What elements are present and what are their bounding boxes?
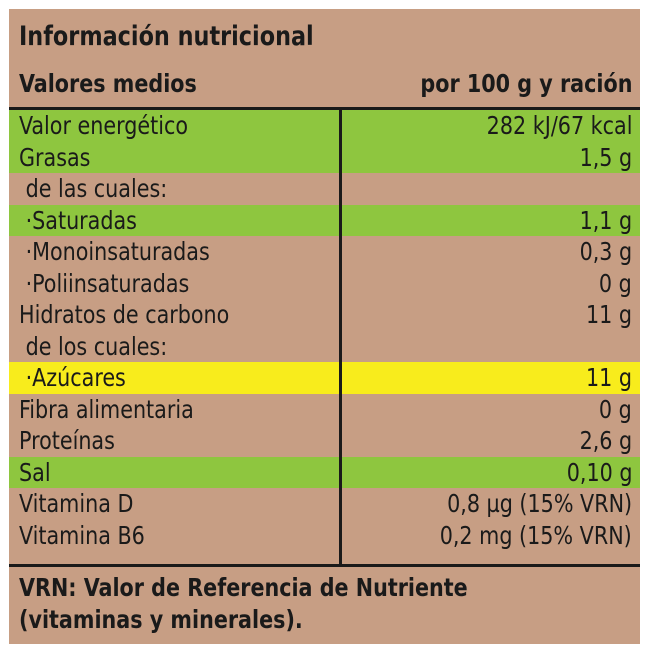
- nutrient-name: Fibra alimentaria: [19, 394, 194, 424]
- nutrient-name: ·Poliinsaturadas: [19, 268, 190, 298]
- nutrient-value: 0,10 g: [566, 457, 632, 487]
- nutrition-label: Información nutricional Valores medios p…: [9, 9, 640, 644]
- nutrient-name: ·Saturadas: [19, 205, 137, 235]
- nutrient-name: Vitamina D: [19, 489, 134, 518]
- nutrient-value: 0 g: [599, 268, 632, 298]
- nutrient-name: de los cuales:: [19, 331, 168, 361]
- nutrient-value: 2,6 g: [579, 426, 632, 455]
- column-header: Valores medios por 100 g y ración: [9, 61, 640, 107]
- nutrient-row: ·Saturadas 1,1 g: [9, 204, 640, 236]
- nutrient-row: Sal 0,10 g: [9, 456, 640, 488]
- nutrient-name: ·Monoinsaturadas: [19, 237, 210, 266]
- nutrient-name: ·Azúcares: [19, 363, 126, 392]
- nutrient-row: Vitamina B6 0,2 mg (15% VRN): [9, 520, 640, 552]
- nutrient-row: Grasas 1,5 g: [9, 141, 640, 173]
- header-divider: [9, 107, 640, 110]
- nutrient-value: 0 g: [599, 394, 632, 424]
- nutrient-value: 11 g: [585, 300, 632, 329]
- column-header-right: por 100 g y ración: [419, 69, 632, 98]
- column-header-left: Valores medios: [19, 69, 197, 98]
- nutrient-row: Proteínas 2,6 g: [9, 425, 640, 457]
- label-title: Información nutricional: [19, 21, 314, 52]
- nutrient-row: Valor energético 282 kJ/67 kcal: [9, 110, 640, 142]
- nutrient-row: de las cuales:: [9, 173, 640, 205]
- nutrient-value: 0,8 µg (15% VRN): [446, 489, 632, 518]
- nutrient-row: Fibra alimentaria 0 g: [9, 394, 640, 426]
- nutrient-name: Sal: [19, 457, 51, 487]
- nutrient-row: ·Azúcares 11 g: [9, 362, 640, 394]
- nutrient-row: ·Poliinsaturadas 0 g: [9, 268, 640, 300]
- footnote-line-1: VRN: Valor de Referencia de Nutriente: [19, 573, 468, 602]
- nutrient-value: 0,2 mg (15% VRN): [439, 520, 632, 550]
- footnote-line-2: (vitaminas y minerales).: [19, 605, 303, 634]
- footer-divider: [9, 564, 640, 567]
- nutrient-row: de los cuales:: [9, 331, 640, 363]
- nutrient-name: Grasas: [19, 142, 91, 172]
- nutrient-row: Vitamina D 0,8 µg (15% VRN): [9, 488, 640, 520]
- nutrient-name: Hidratos de carbono: [19, 300, 230, 329]
- nutrient-name: Valor energético: [19, 111, 188, 140]
- footnote: VRN: Valor de Referencia de Nutriente (v…: [19, 572, 468, 636]
- nutrient-table: Valor energético 282 kJ/67 kcal Grasas 1,5 …: [9, 110, 640, 551]
- column-divider: [339, 110, 342, 564]
- nutrient-value: 11 g: [585, 363, 632, 392]
- nutrient-value: 1,5 g: [579, 142, 632, 172]
- nutrient-value: 282 kJ/67 kcal: [486, 111, 632, 140]
- nutrient-value: 0,3 g: [579, 237, 632, 266]
- nutrient-row: Hidratos de carbono 11 g: [9, 299, 640, 331]
- nutrient-name: Proteínas: [19, 426, 115, 455]
- nutrient-value: 1,1 g: [579, 205, 632, 235]
- nutrient-row: ·Monoinsaturadas 0,3 g: [9, 236, 640, 268]
- nutrient-name: Vitamina B6: [19, 520, 145, 550]
- nutrient-name: de las cuales:: [19, 174, 168, 203]
